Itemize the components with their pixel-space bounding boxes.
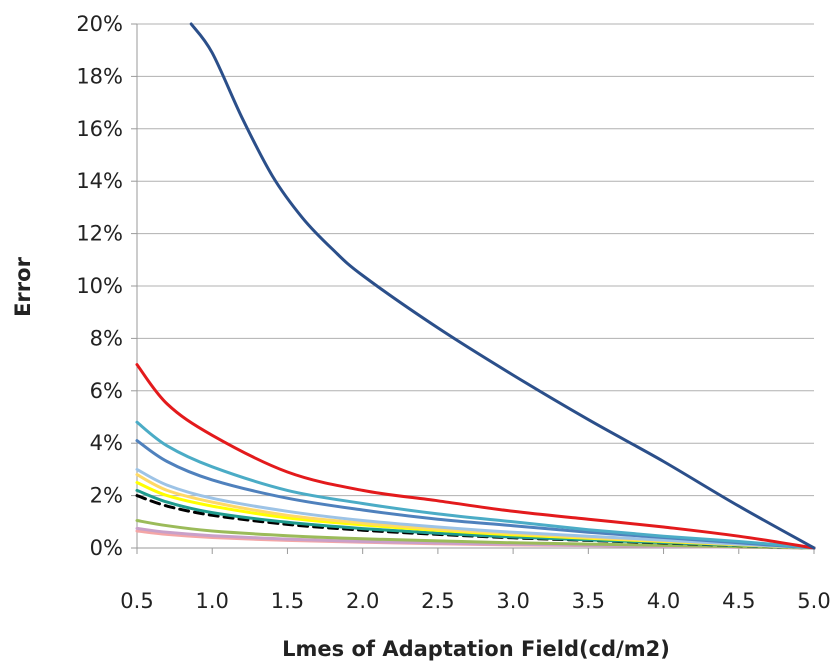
y-tick-label: 18%: [76, 64, 123, 88]
x-tick-label: 0.5: [120, 589, 153, 613]
series-line-2: [135, 363, 816, 550]
x-tick-label: 5.0: [797, 589, 830, 613]
series-line-5: [135, 467, 816, 550]
y-tick-label: 0%: [90, 536, 123, 560]
x-axis-title: Lmes of Adaptation Field(cd/m2): [282, 637, 670, 661]
series-line-10: [135, 519, 816, 550]
gridlines: [137, 23, 814, 497]
x-tick-label: 2.0: [346, 589, 379, 613]
x-tick-label: 3.0: [496, 589, 529, 613]
x-tick-label: 4.5: [722, 589, 755, 613]
y-axis-title: Error: [11, 256, 35, 316]
series-line-1: [189, 22, 816, 550]
y-tick-label: 12%: [76, 222, 123, 246]
y-tick-label: 16%: [76, 117, 123, 141]
y-tick-label: 6%: [90, 379, 123, 403]
x-tick-label: 1.5: [271, 589, 304, 613]
y-tick-labels: 0% 2% 4% 6% 8% 10% 12% 14% 16% 18% 20%: [76, 12, 137, 560]
y-tick-label: 14%: [76, 169, 123, 193]
y-tick-label: 8%: [90, 326, 123, 350]
x-tick-label: 3.5: [572, 589, 605, 613]
series-line-3: [135, 420, 816, 550]
y-tick-label: 10%: [76, 274, 123, 298]
x-tick-label: 2.5: [421, 589, 454, 613]
x-tick-label: 1.0: [196, 589, 229, 613]
series-lines: [135, 22, 816, 550]
x-tick-label: 4.0: [647, 589, 680, 613]
y-tick-label: 2%: [90, 484, 123, 508]
y-tick-label: 20%: [76, 12, 123, 36]
x-tick-labels: 0.5 1.0 1.5 2.0 2.5 3.0 3.5 4.0 4.5 5.0: [120, 548, 831, 613]
y-tick-label: 4%: [90, 431, 123, 455]
